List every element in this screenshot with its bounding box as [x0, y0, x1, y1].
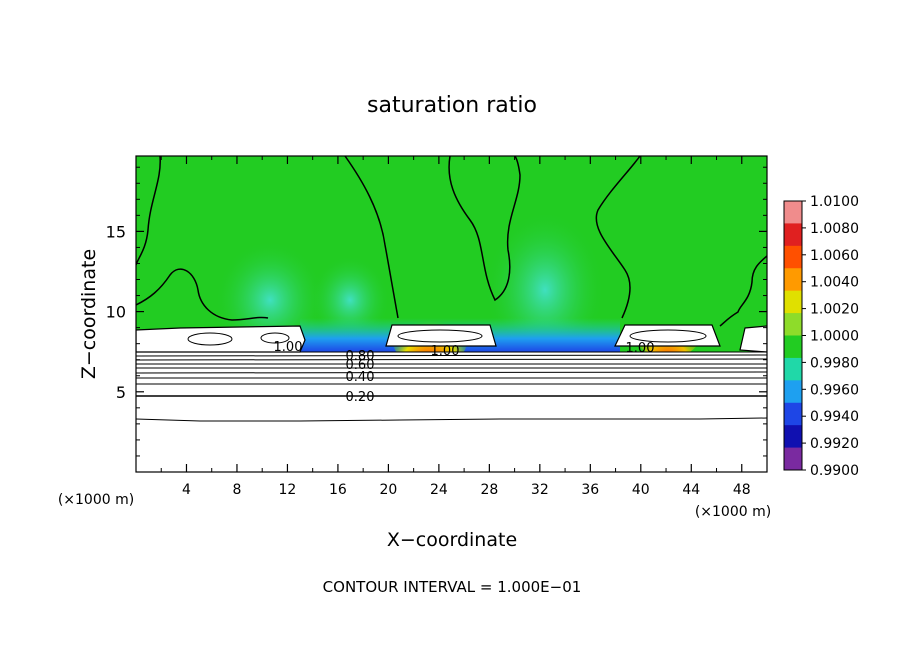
chart-title: saturation ratio: [367, 93, 537, 118]
colorbar-swatch: [784, 402, 802, 426]
y-axis-label: Z−coordinate: [78, 249, 100, 379]
contour-label: 0.80: [346, 349, 375, 364]
colorbar-swatch: [784, 425, 802, 449]
colorbar: 1.0100 1.0080 1.0060 1.0040 1.0020 1.0000 0.99…: [783, 194, 859, 479]
x-tick-label: 4: [182, 482, 191, 498]
colorbar-swatch: [784, 357, 802, 381]
colorbar-swatch: [784, 380, 802, 404]
cloud-cap-2: [385, 324, 497, 347]
colorbar-swatch: [784, 313, 802, 336]
stratified-contours: [136, 351, 767, 422]
colorbar-label: 0.9980: [810, 355, 859, 371]
colorbar-swatch: [784, 201, 802, 224]
contour-label: 1.00: [626, 341, 655, 356]
colorbar-label: 1.0060: [810, 248, 859, 264]
stable-layer: [136, 352, 767, 472]
plot-area: 1.00 1.00 1.00 0.80 0.60 0.40 0.20: [136, 156, 767, 472]
colorbar-label: 1.0080: [810, 221, 859, 237]
colorbar-label: 0.9920: [810, 436, 859, 452]
cloud-contour-inner-4: [629, 329, 707, 343]
contour-label: 1.00: [431, 344, 460, 359]
cloud-cap-1: [136, 325, 306, 353]
contour-label: 0.40: [346, 370, 375, 385]
contour-interval-note: CONTOUR INTERVAL = 1.000E−01: [323, 578, 582, 596]
colorbar-swatch: [784, 290, 802, 314]
colorbar-label: 0.9940: [810, 409, 859, 425]
colorbar-label: 1.0020: [810, 302, 859, 318]
saturation-contours: [136, 156, 767, 327]
colorbar-label: 0.9960: [810, 382, 859, 398]
x-tick-label: 48: [733, 482, 751, 498]
colorbar-swatch: [784, 447, 802, 471]
colorbar-swatch: [784, 245, 802, 269]
x-tick-label: 44: [682, 482, 700, 498]
contour-label: 0.60: [346, 358, 375, 373]
cloud-contour-inner-2: [260, 332, 290, 344]
colorbar-swatch: [784, 268, 802, 292]
colorbar-label: 1.0040: [810, 275, 859, 291]
x-tick-label: 40: [632, 482, 650, 498]
cloud-contour-inner-1: [187, 332, 233, 346]
plot-frame: [135, 155, 768, 473]
x-tick-label: 8: [232, 482, 241, 498]
colorbar-label: 1.0000: [810, 329, 859, 345]
y-tick-label: 15: [106, 222, 126, 241]
colorbar-swatch: [784, 223, 802, 247]
colorbar-label: 1.0100: [810, 194, 859, 210]
x-axis-label: X−coordinate: [387, 529, 517, 551]
colorbar-swatch: [784, 335, 802, 359]
x-tick-label: 16: [329, 482, 347, 498]
y-axis: 5 10 15: [106, 166, 767, 457]
x-tick-label: 36: [581, 482, 599, 498]
x-axis-unit-left: (×1000 m): [58, 492, 134, 508]
y-tick-label: 10: [106, 303, 126, 322]
cloud-contour-inner-3: [397, 329, 483, 343]
x-axis-unit-right: (×1000 m): [695, 504, 771, 520]
x-tick-label: 12: [279, 482, 297, 498]
x-tick-label: 20: [379, 482, 397, 498]
contour-label: 1.00: [274, 340, 303, 355]
y-tick-label: 5: [116, 383, 126, 402]
contour-label: 0.20: [346, 390, 375, 405]
x-axis: 4 8 12 16 20 24 28 32 36 40 44 48: [160, 156, 751, 498]
x-tick-label: 24: [430, 482, 448, 498]
x-tick-label: 28: [480, 482, 498, 498]
x-tick-label: 32: [531, 482, 549, 498]
cloud-cap-4: [739, 325, 767, 353]
colorbar-label: 0.9900: [810, 463, 859, 479]
